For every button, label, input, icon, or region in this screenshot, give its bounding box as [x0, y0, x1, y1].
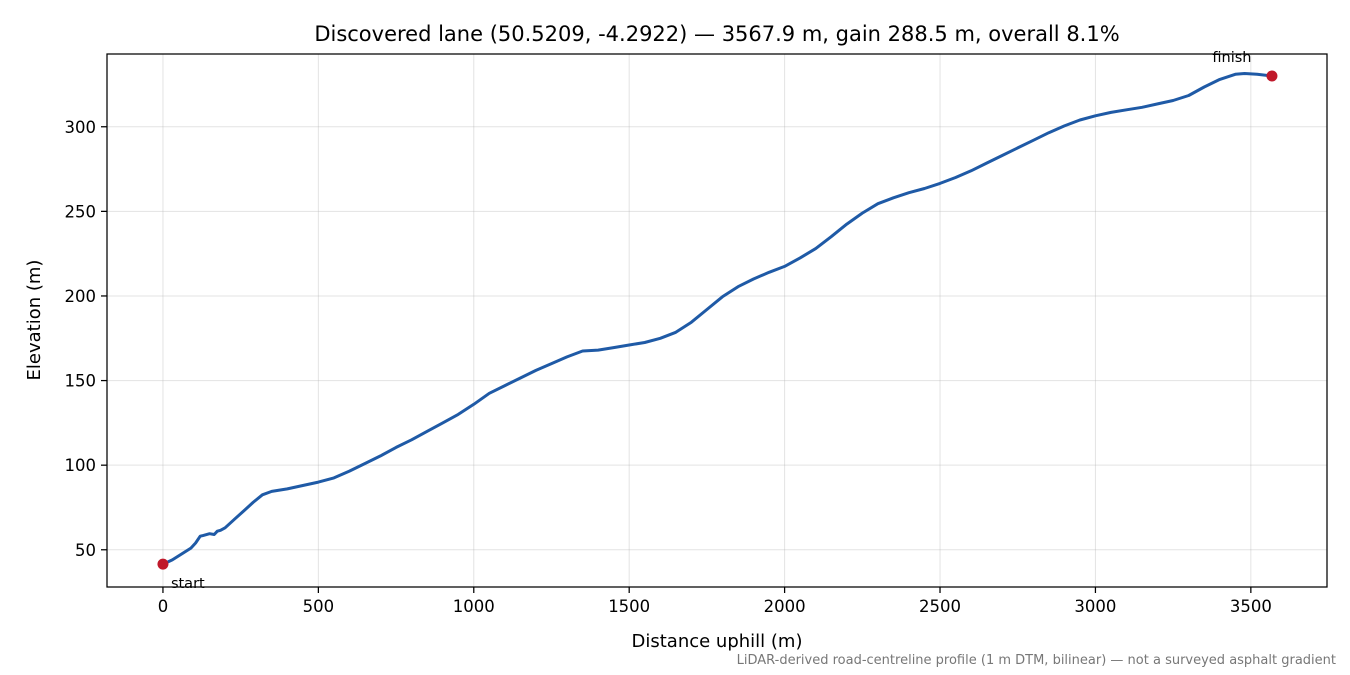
footnote: LiDAR-derived road-centreline profile (1… [737, 653, 1336, 668]
endpoint-marker-finish [1266, 70, 1278, 82]
y-tick-label: 150 [65, 372, 97, 391]
x-axis-ticks: 0 500 1000 1500 2000 2500 3000 3500 [158, 587, 1272, 616]
x-tick-label: 2500 [919, 597, 961, 616]
y-tick-label: 300 [65, 118, 97, 137]
endpoint-markers [157, 70, 1278, 570]
plot-frame [106, 53, 1328, 588]
y-tick-label: 250 [65, 202, 97, 221]
y-axis-ticks: 50 100 150 200 250 300 [65, 118, 107, 560]
y-tick-label: 100 [65, 456, 97, 475]
x-axis-label: Distance uphill (m) [632, 631, 803, 652]
chart-title: Discovered lane (50.5209, -4.2922) — 356… [314, 22, 1119, 46]
x-tick-label: 1000 [453, 597, 495, 616]
x-tick-label: 0 [158, 597, 169, 616]
x-tick-label: 3000 [1074, 597, 1116, 616]
x-tick-label: 1500 [608, 597, 650, 616]
x-tick-label: 500 [303, 597, 335, 616]
x-tick-label: 2000 [764, 597, 806, 616]
annotation-finish: finish [1212, 50, 1251, 66]
endpoint-marker-start [157, 558, 169, 570]
y-axis-label: Elevation (m) [24, 260, 45, 381]
y-tick-label: 200 [65, 287, 97, 306]
grid-lines [107, 54, 1327, 587]
annotation-start: start [171, 576, 205, 592]
endpoint-annotations: start finish [171, 50, 1252, 592]
y-tick-label: 50 [75, 541, 96, 560]
elevation-profile-line [161, 72, 1274, 566]
x-tick-label: 3500 [1230, 597, 1272, 616]
